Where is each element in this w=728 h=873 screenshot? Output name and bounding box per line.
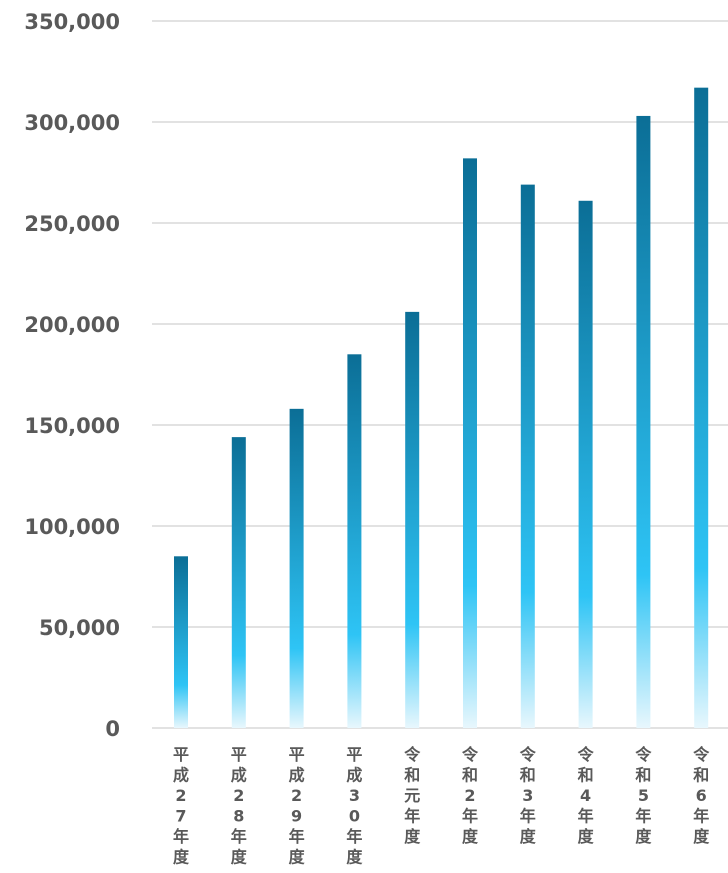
x-category-label: 令和 2 年度 — [461, 745, 479, 846]
x-category-label: 令和元年度 — [403, 745, 421, 846]
bar — [636, 115, 651, 728]
x-category-label: 令和 3 年度 — [519, 745, 537, 846]
bar — [520, 184, 535, 728]
x-category-label: 平成 2 7 年度 — [173, 745, 190, 867]
x-category-label: 平成 3 0 年度 — [346, 745, 363, 867]
bar — [463, 158, 477, 729]
x-category-label: 平成 2 8 年度 — [231, 745, 248, 867]
bar — [578, 200, 593, 728]
x-category-label: 令和 4 年度 — [577, 745, 595, 846]
x-category-label: 平成 2 9 年度 — [289, 745, 306, 867]
y-tick-label: 350,000 — [24, 10, 120, 34]
bar — [347, 354, 362, 728]
bar — [405, 311, 420, 728]
y-tick-label: 150,000 — [24, 414, 120, 438]
y-tick-label: 200,000 — [24, 313, 120, 337]
y-tick-label: 300,000 — [24, 111, 120, 135]
bar — [231, 437, 246, 728]
y-tick-label: 100,000 — [24, 515, 120, 539]
bars — [174, 87, 709, 729]
x-category-label: 令和 5 年度 — [634, 745, 652, 846]
gridlines — [152, 20, 728, 729]
bar — [289, 408, 304, 728]
bar — [174, 556, 188, 728]
y-axis-tick-labels: 0 50,000 100,000 150,000 200,000 250,000 300,0… — [24, 10, 120, 741]
x-category-label: 令和 6 年度 — [692, 745, 710, 846]
x-axis-category-labels: 平成 2 7 年度 平成 2 8 年度 平成 2 9 年度 平成 3 0 年度 令和元年度 令和 2 年度 令和 3 年度 令… — [173, 745, 710, 867]
bar — [694, 87, 709, 728]
y-tick-label: 250,000 — [24, 212, 120, 236]
y-tick-label: 50,000 — [39, 616, 120, 640]
y-tick-label: 0 — [105, 717, 120, 741]
